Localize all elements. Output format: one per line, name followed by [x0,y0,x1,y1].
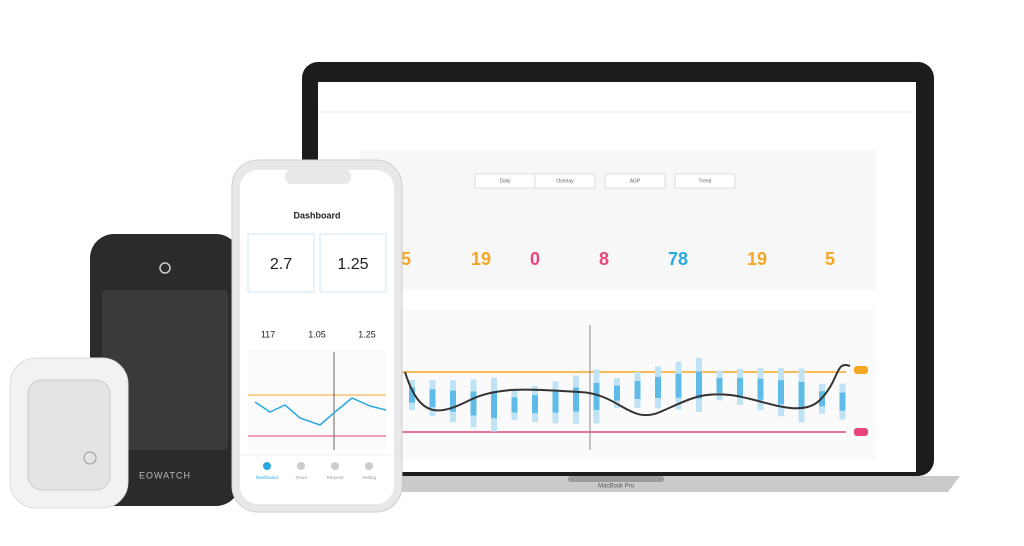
range-box-inner [511,397,518,413]
nav-icon [365,462,373,470]
range-box-inner [450,390,456,412]
stat-value: 5 [401,249,411,269]
range-box-inner [839,392,846,411]
stat-value: 0 [530,249,540,269]
card-value: 2.7 [270,256,292,273]
nav-icon [331,462,339,470]
tab [534,173,596,189]
tab [674,173,736,189]
reading: 1.05 [308,329,326,339]
tab-label: Daily [499,178,511,184]
laptop-model: MacBook Pro [598,484,635,490]
nav-label: Request [327,475,345,480]
range-box-inner [798,382,805,410]
tab-label: Trend [699,178,712,184]
receiver-brand: EOWATCH [139,470,191,480]
stat-value: 5 [825,249,835,269]
range-box-inner [655,376,661,398]
range-box-inner [573,387,579,412]
reading: 1.25 [358,329,376,339]
reading: 117 [261,329,275,339]
stat-value: 8 [599,249,609,269]
tab-label: Overlay [556,178,574,184]
card-value: 1.25 [337,256,368,273]
range-box-inner [470,391,477,416]
tab [604,173,666,189]
nav-label: Trend [295,475,307,480]
stat-value: 19 [747,249,767,269]
range-box-inner [757,378,764,400]
phone-title: Dashboard [293,210,340,220]
stat-value: 19 [471,249,491,269]
nav-icon [297,462,305,470]
nav-icon [263,462,271,470]
range-box-inner [429,389,436,408]
nav-label: Dashboard [256,475,279,480]
range-box-inner [532,395,538,414]
range-box-inner [593,382,600,410]
tab-label: AGP [630,178,641,184]
range-box-inner [491,391,497,419]
phone: Dashboard 2.7 1.25 117 1.05 1.25 Dashboard T… [231,159,403,513]
range-box-inner [716,377,723,393]
range-box-inner [737,377,743,396]
range-box-inner [696,371,702,399]
nav-label: Setting [362,475,377,480]
range-box-inner [778,380,784,405]
laptop: MacBook Pro Daily Overlay AGP Trend 5 19 0 8 78… [278,62,960,492]
stat-value: 78 [668,249,688,269]
range-box-inner [675,373,682,398]
range-box-inner [409,387,415,403]
range-box-inner [614,385,620,401]
range-box-inner [634,380,641,399]
patch [9,357,129,509]
range-box-inner [552,391,559,413]
